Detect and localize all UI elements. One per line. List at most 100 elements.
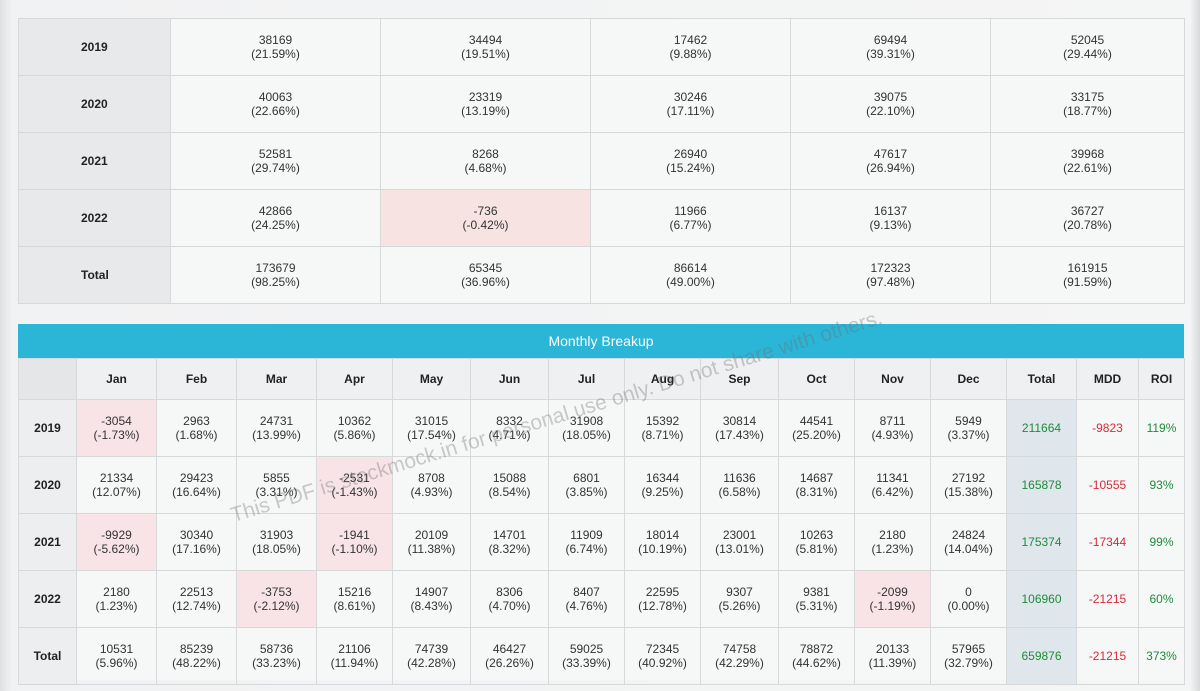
month-cell: 8407 (4.76%) <box>548 570 625 628</box>
cell-percent: (20.78%) <box>1063 218 1112 232</box>
row-mdd: -17344 <box>1076 513 1139 571</box>
month-cell: 2963 (1.68%) <box>156 399 237 457</box>
cell-percent: (26.94%) <box>866 161 915 175</box>
row-mdd: -9823 <box>1076 399 1139 457</box>
cell-percent: (5.96%) <box>95 656 138 670</box>
row-label: 2019 <box>18 399 77 457</box>
cell-value: 10531 <box>99 642 134 656</box>
row-roi: 373% <box>1138 627 1185 685</box>
row-label: 2020 <box>18 75 171 133</box>
column-header-total: Total <box>1006 358 1077 400</box>
cell-percent: (42.28%) <box>407 656 456 670</box>
value-cell: 39075 (22.10%) <box>790 75 991 133</box>
month-cell: 14701 (8.32%) <box>470 513 549 571</box>
cell-value: 6801 <box>573 471 600 485</box>
row-mdd: -21215 <box>1076 570 1139 628</box>
month-cell: 2180 (1.23%) <box>76 570 157 628</box>
value-cell: 16137 (9.13%) <box>790 189 991 247</box>
cell-value: 36727 <box>1070 204 1105 218</box>
month-cell: -1941 (-1.10%) <box>316 513 393 571</box>
row-mdd: -10555 <box>1076 456 1139 514</box>
month-cell: 8332 (4.71%) <box>470 399 549 457</box>
month-cell: 14687 (8.31%) <box>778 456 855 514</box>
cell-percent: (21.59%) <box>251 47 300 61</box>
cell-percent: (17.16%) <box>172 542 221 556</box>
cell-percent: (22.61%) <box>1063 161 1112 175</box>
month-cell: 22595 (12.78%) <box>624 570 701 628</box>
cell-value: 8407 <box>573 585 600 599</box>
cell-percent: (12.74%) <box>172 599 221 613</box>
cell-value: 27192 <box>951 471 986 485</box>
cell-percent: (29.74%) <box>251 161 300 175</box>
column-header-mar: Mar <box>236 358 317 400</box>
cell-value: 39968 <box>1070 147 1105 161</box>
month-cell: 57965 (32.79%) <box>930 627 1007 685</box>
cell-percent: (6.77%) <box>669 218 712 232</box>
cell-percent: (36.96%) <box>461 275 510 289</box>
month-cell: 2180 (1.23%) <box>854 513 931 571</box>
cell-value: 10263 <box>799 528 834 542</box>
cell-percent: (16.64%) <box>172 485 221 499</box>
cell-percent: (13.01%) <box>715 542 764 556</box>
cell-value: -2531 <box>339 471 370 485</box>
cell-value: 16137 <box>873 204 908 218</box>
row-roi: 99% <box>1138 513 1185 571</box>
value-cell: 30246 (17.11%) <box>590 75 791 133</box>
cell-percent: (17.54%) <box>407 428 456 442</box>
month-cell: 10362 (5.86%) <box>316 399 393 457</box>
cell-value: 8332 <box>496 414 523 428</box>
yearly-summary-table: 2019 38169 (21.59%) 34494 (19.51%) 17462 (9.88… <box>18 18 1185 304</box>
cell-value: -3054 <box>101 414 132 428</box>
month-cell: 10263 (5.81%) <box>778 513 855 571</box>
row-total: 106960 <box>1006 570 1077 628</box>
cell-percent: (4.93%) <box>410 485 453 499</box>
cell-value: 86614 <box>673 261 708 275</box>
cell-percent: (-5.62%) <box>93 542 140 556</box>
cell-percent: (6.42%) <box>871 485 914 499</box>
cell-value: 8268 <box>472 147 499 161</box>
month-cell: 14907 (8.43%) <box>392 570 471 628</box>
cell-percent: (5.86%) <box>333 428 376 442</box>
value-cell: 23319 (13.19%) <box>380 75 591 133</box>
cell-value: 9381 <box>803 585 830 599</box>
cell-percent: (6.58%) <box>718 485 761 499</box>
row-label: Total <box>18 246 171 304</box>
value-cell: 47617 (26.94%) <box>790 132 991 190</box>
month-cell: 8708 (4.93%) <box>392 456 471 514</box>
month-cell: 20133 (11.39%) <box>854 627 931 685</box>
cell-percent: (8.54%) <box>488 485 531 499</box>
cell-value: 23001 <box>722 528 757 542</box>
cell-value: 29423 <box>179 471 214 485</box>
month-cell: 74758 (42.29%) <box>700 627 779 685</box>
cell-value: -1941 <box>339 528 370 542</box>
cell-percent: (15.24%) <box>666 161 715 175</box>
cell-value: 31903 <box>259 528 294 542</box>
table-row: 2019 38169 (21.59%) 34494 (19.51%) 17462 (9.88… <box>18 18 1185 76</box>
table-row: 2021 52581 (29.74%) 8268 (4.68%) 26940 (15.24%… <box>18 132 1185 190</box>
month-cell: 30814 (17.43%) <box>700 399 779 457</box>
month-cell: 27192 (15.38%) <box>930 456 1007 514</box>
value-cell: 8268 (4.68%) <box>380 132 591 190</box>
cell-percent: (39.31%) <box>866 47 915 61</box>
cell-percent: (4.68%) <box>464 161 507 175</box>
monthly-breakup-title: Monthly Breakup <box>18 324 1184 358</box>
month-cell: 15392 (8.71%) <box>624 399 701 457</box>
month-cell: -3753 (-2.12%) <box>236 570 317 628</box>
column-header-roi: ROI <box>1138 358 1185 400</box>
month-cell: 21334 (12.07%) <box>76 456 157 514</box>
cell-value: 5855 <box>263 471 290 485</box>
month-cell: 31015 (17.54%) <box>392 399 471 457</box>
cell-value: 59025 <box>569 642 604 656</box>
cell-percent: (1.23%) <box>95 599 138 613</box>
column-header-mdd: MDD <box>1076 358 1139 400</box>
cell-percent: (17.43%) <box>715 428 764 442</box>
cell-value: 11966 <box>674 204 707 218</box>
cell-value: 16344 <box>645 471 680 485</box>
cell-value: 38169 <box>258 33 293 47</box>
cell-value: 22513 <box>179 585 214 599</box>
cell-percent: (10.19%) <box>638 542 687 556</box>
cell-percent: (-1.10%) <box>331 542 378 556</box>
cell-value: 2180 <box>103 585 130 599</box>
month-cell: -3054 (-1.73%) <box>76 399 157 457</box>
column-header-dec: Dec <box>930 358 1007 400</box>
